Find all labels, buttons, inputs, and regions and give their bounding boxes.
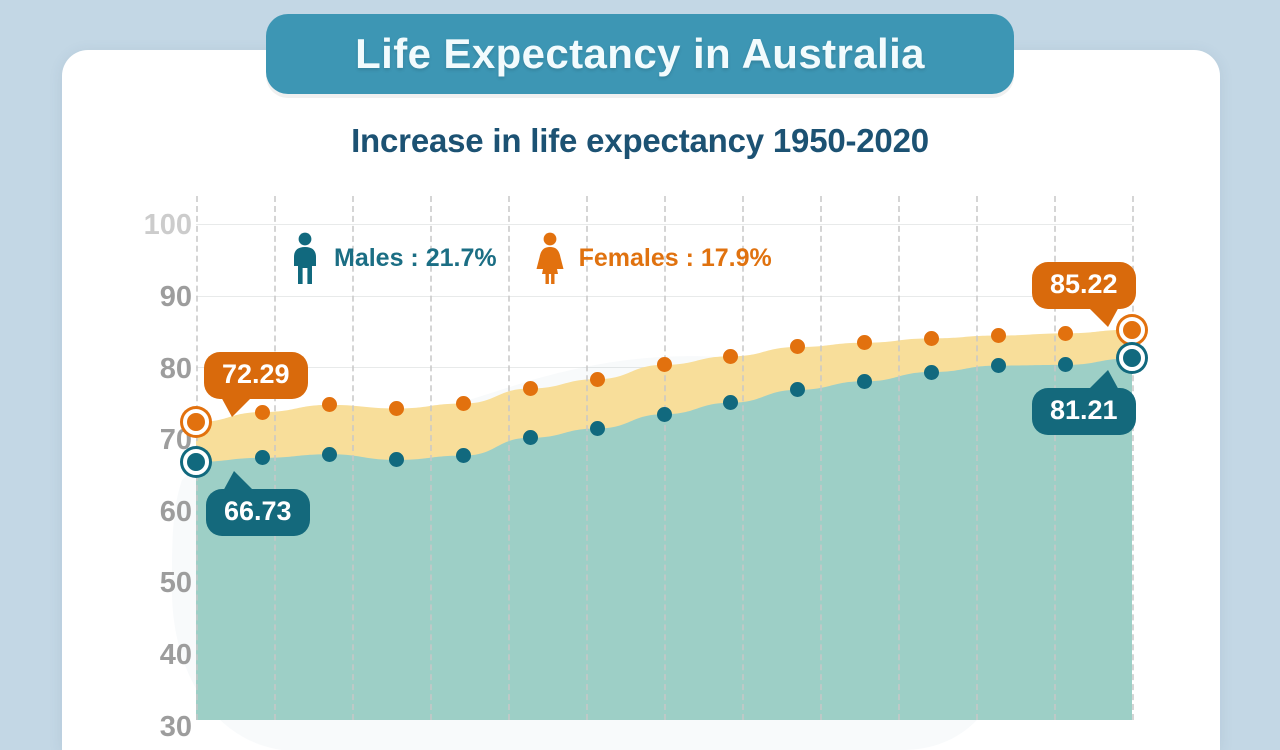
- females-point-1965[interactable]: [389, 400, 405, 416]
- females-point-1980[interactable]: [589, 371, 605, 387]
- females-point-2015[interactable]: [1057, 325, 1073, 341]
- males-point-2010[interactable]: [990, 358, 1006, 374]
- legend-label-males: Males : 21.7%: [334, 243, 497, 272]
- v-gridline: [1132, 196, 1134, 720]
- males-point-1995[interactable]: [790, 382, 806, 398]
- female-person-icon: [536, 232, 564, 284]
- males-point-1960[interactable]: [322, 446, 338, 462]
- v-gridline: [352, 196, 354, 720]
- males-point-1990[interactable]: [723, 395, 739, 411]
- page-title: Life Expectancy in Australia: [355, 30, 925, 77]
- females-point-2005[interactable]: [923, 330, 939, 346]
- male-end-callout-value: 81.21: [1050, 395, 1118, 425]
- females-point-1970[interactable]: [455, 395, 471, 411]
- legend-item-females[interactable]: Females : 17.9%: [535, 232, 772, 284]
- title-banner: Life Expectancy in Australia: [266, 14, 1014, 94]
- male-start-callout-value: 66.73: [224, 496, 292, 526]
- males-point-1975[interactable]: [522, 430, 538, 446]
- chart-plot-area: 100 90 80 70 60 50 40 30: [143, 196, 1145, 743]
- legend-label-females: Females : 17.9%: [578, 243, 772, 272]
- legend-item-males[interactable]: Males : 21.7%: [290, 232, 497, 284]
- males-point-1965[interactable]: [389, 452, 405, 468]
- females-point-2020[interactable]: [1119, 316, 1145, 343]
- female-start-callout-value: 72.29: [222, 359, 290, 389]
- females-point-1985[interactable]: [656, 357, 672, 373]
- female-end-callout-value: 85.22: [1050, 269, 1118, 299]
- v-gridline: [820, 196, 822, 720]
- y-tick-100: 100: [143, 209, 192, 241]
- female-start-callout[interactable]: 72.29: [204, 352, 308, 417]
- males-point-1970[interactable]: [455, 448, 471, 464]
- females-point-1975[interactable]: [522, 380, 538, 396]
- males-point-1955[interactable]: [255, 450, 271, 466]
- v-gridline: [976, 196, 978, 720]
- females-point-1960[interactable]: [322, 397, 338, 413]
- v-gridline: [742, 196, 744, 720]
- females-point-1990[interactable]: [723, 348, 739, 364]
- v-gridline: [430, 196, 432, 720]
- male-start-callout[interactable]: 66.73: [206, 471, 310, 536]
- males-point-2005[interactable]: [923, 364, 939, 380]
- males-point-1985[interactable]: [656, 406, 672, 422]
- y-tick-80: 80: [159, 353, 192, 385]
- y-tick-90: 90: [159, 281, 192, 313]
- males-point-1980[interactable]: [589, 420, 605, 436]
- v-gridline: [274, 196, 276, 720]
- v-gridline: [898, 196, 900, 720]
- female-end-callout[interactable]: 85.22: [1032, 262, 1136, 327]
- v-gridline: [586, 196, 588, 720]
- v-gridline: [664, 196, 666, 720]
- male-end-callout[interactable]: 81.21: [1032, 370, 1136, 435]
- legend: Males : 21.7% Females : 17.9%: [290, 232, 772, 284]
- chart-subtitle: Increase in life expectancy 1950-2020: [351, 122, 929, 159]
- area-series-svg: [196, 329, 1132, 720]
- v-gridline: [508, 196, 510, 720]
- y-tick-50: 50: [159, 567, 192, 599]
- females-point-2010[interactable]: [990, 328, 1006, 344]
- males-point-2020[interactable]: [1119, 345, 1145, 372]
- y-tick-40: 40: [159, 639, 192, 671]
- males-point-2015[interactable]: [1057, 357, 1073, 373]
- females-point-1995[interactable]: [790, 339, 806, 355]
- males-point-2000[interactable]: [857, 373, 873, 389]
- male-person-icon: [294, 232, 316, 284]
- females-point-2000[interactable]: [857, 335, 873, 351]
- females-point-1955[interactable]: [255, 404, 271, 420]
- males-point-1950[interactable]: [183, 448, 209, 475]
- v-gridline: [1054, 196, 1056, 720]
- females-point-1950[interactable]: [183, 409, 209, 436]
- y-tick-60: 60: [159, 496, 192, 528]
